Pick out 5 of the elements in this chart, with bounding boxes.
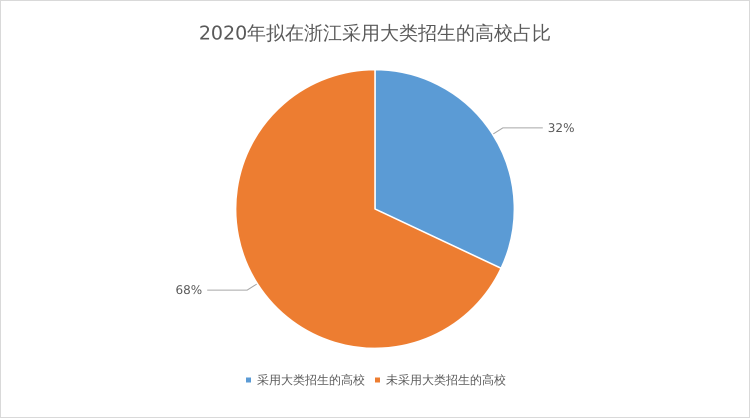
data-label: 68% [176, 283, 202, 298]
legend-label: 采用大类招生的高校 [257, 373, 365, 387]
chart-title: 2020年拟在浙江采用大类招生的高校占比 [198, 22, 552, 44]
legend-label: 未采用大类招生的高校 [386, 373, 506, 387]
data-label: 32% [548, 120, 574, 135]
